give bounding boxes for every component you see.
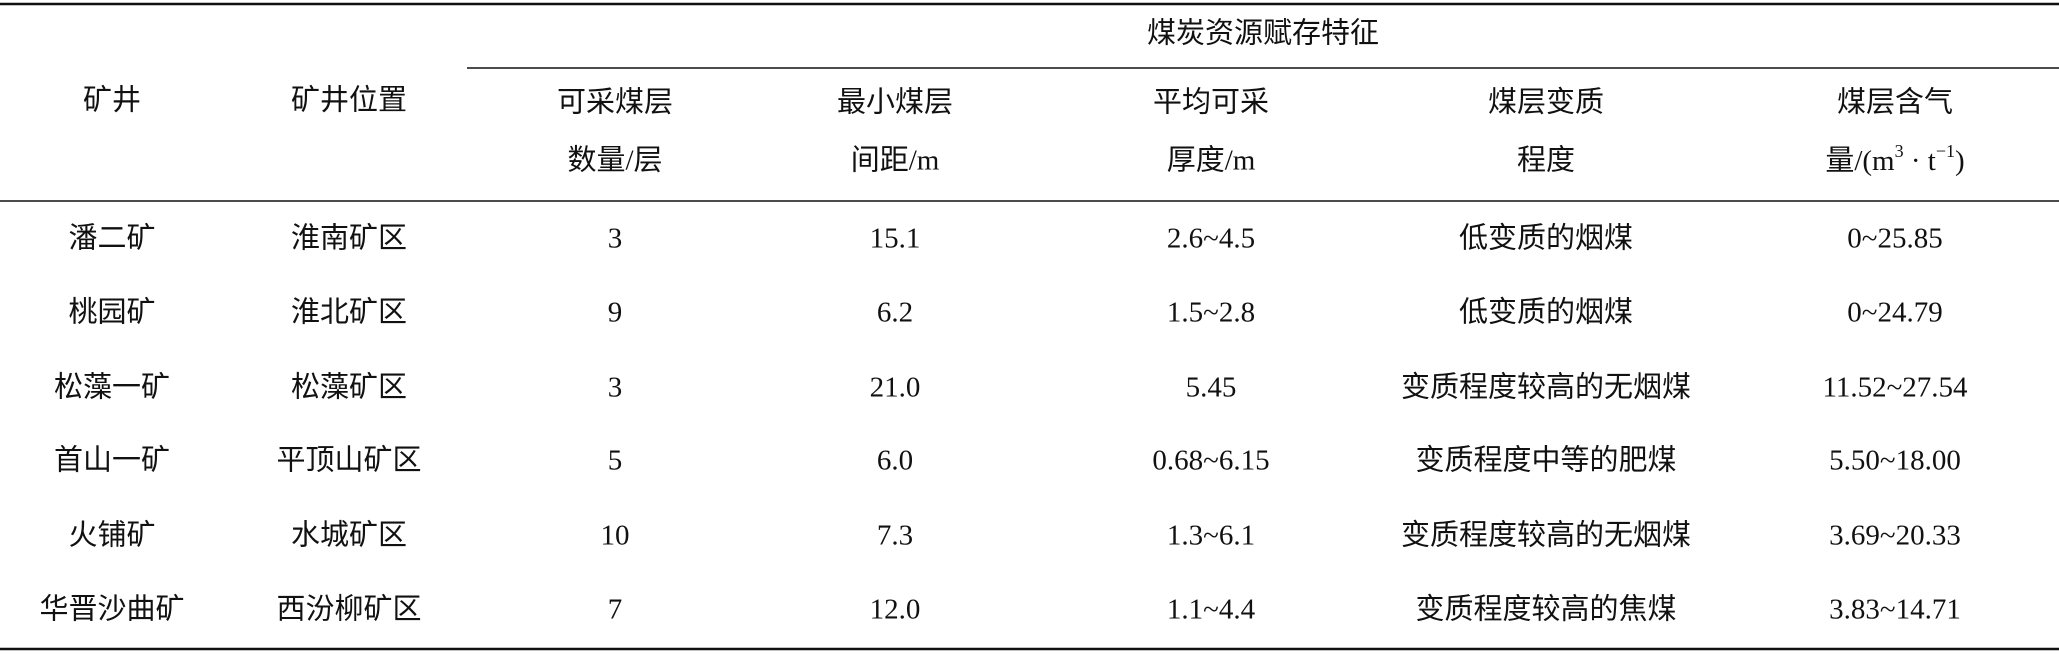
- cell: 松藻一矿: [54, 371, 170, 404]
- cell: 桃园矿: [68, 296, 155, 329]
- group-header: 煤炭资源赋存特征: [1147, 17, 1379, 50]
- cell: 3.83~14.71: [1829, 594, 1961, 626]
- cell: 3.69~20.33: [1829, 520, 1961, 552]
- column-header: 矿井位置: [291, 84, 407, 117]
- cell: 华晋沙曲矿: [39, 593, 184, 626]
- column-header: 可采煤层: [557, 86, 673, 119]
- cell: 变质程度较高的无烟煤: [1401, 519, 1691, 552]
- cell: 0~24.79: [1847, 297, 1942, 329]
- cell: 西汾柳矿区: [276, 593, 421, 626]
- cell: 水城矿区: [291, 519, 407, 552]
- header-text: ): [1955, 145, 1965, 177]
- cell: 3: [608, 372, 623, 404]
- cell: 21.0: [870, 372, 921, 404]
- cell: 淮北矿区: [291, 296, 407, 329]
- cell: 1.1~4.4: [1167, 594, 1256, 626]
- cell: 5.50~18.00: [1829, 445, 1961, 477]
- cell: 火铺矿: [68, 519, 155, 552]
- cell: 0.68~6.15: [1152, 445, 1269, 477]
- cell: 7.3: [877, 520, 913, 552]
- column-header: 最小煤层: [837, 86, 953, 119]
- cell: 潘二矿: [68, 222, 155, 255]
- cell: 低变质的烟煤: [1459, 222, 1633, 255]
- cell: 淮南矿区: [291, 222, 407, 255]
- cell: 3: [608, 223, 623, 255]
- cell: 0~25.85: [1847, 223, 1942, 255]
- cell: 6.2: [877, 297, 913, 329]
- column-header: 程度: [1517, 144, 1575, 177]
- cell: 变质程度中等的肥煤: [1415, 444, 1676, 477]
- cell: 6.0: [877, 445, 913, 477]
- cell: 松藻矿区: [291, 371, 407, 404]
- column-header: 煤层含气: [1837, 86, 1953, 119]
- cell: 7: [608, 594, 623, 626]
- cell: 1.3~6.1: [1167, 520, 1255, 552]
- cell: 12.0: [870, 594, 921, 626]
- column-header: 厚度/m: [1167, 144, 1256, 177]
- cell: 11.52~27.54: [1822, 372, 1968, 404]
- cell: 15.1: [870, 223, 921, 255]
- column-header: 间距/m: [851, 144, 940, 177]
- header-text: 量/(m: [1825, 145, 1895, 177]
- column-header: 平均可采: [1153, 86, 1269, 119]
- cell: 1.5~2.8: [1167, 297, 1255, 329]
- cell: 变质程度较高的焦煤: [1415, 593, 1676, 626]
- cell: 平顶山矿区: [276, 444, 421, 477]
- header-text: · t: [1904, 145, 1936, 177]
- cell: 5.45: [1186, 372, 1237, 404]
- cell: 2.6~4.5: [1167, 223, 1255, 255]
- cell: 首山一矿: [54, 444, 170, 477]
- column-header: 数量/层: [567, 144, 662, 177]
- cell: 变质程度较高的无烟煤: [1401, 371, 1691, 404]
- column-header: 煤层变质: [1488, 86, 1604, 119]
- cell: 低变质的烟煤: [1459, 296, 1633, 329]
- column-header: 矿井: [83, 84, 141, 117]
- column-header: 量/(m3 · t−1): [1825, 141, 1964, 177]
- cell: 9: [608, 297, 623, 329]
- cell: 10: [601, 520, 630, 552]
- superscript: 3: [1895, 141, 1904, 161]
- cell: 5: [608, 445, 623, 477]
- superscript: −1: [1936, 141, 1955, 161]
